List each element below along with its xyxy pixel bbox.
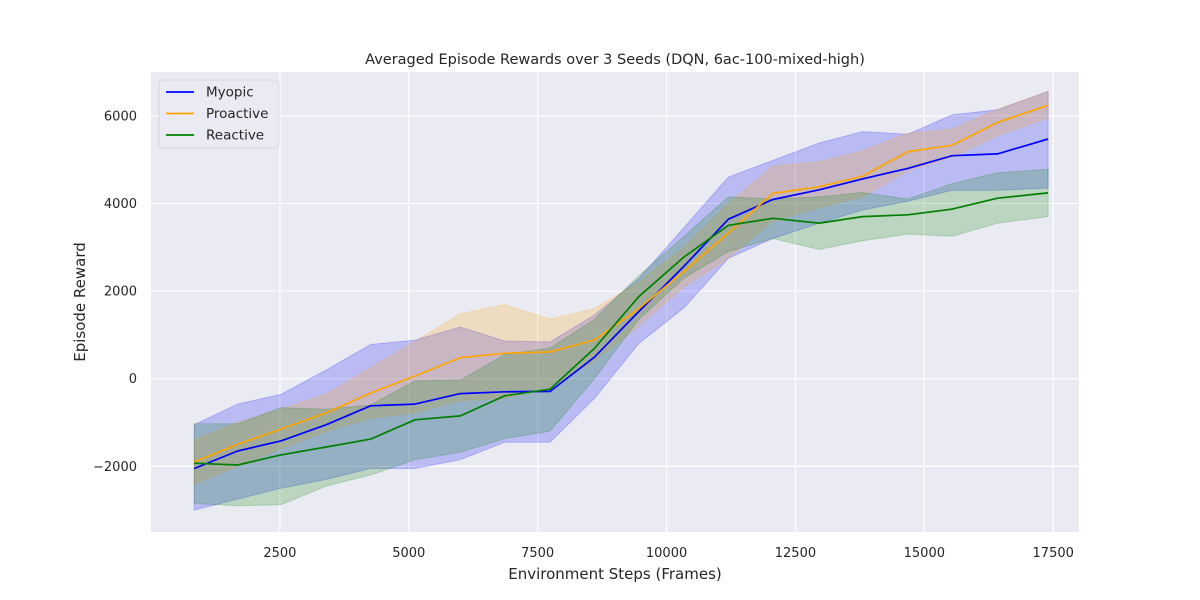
myopic-line: [193, 138, 1049, 470]
legend: Myopic Proactive Reactive: [158, 79, 280, 149]
myopic-band: [193, 90, 1049, 511]
x-tick-label: 5000: [392, 546, 425, 561]
legend-label-myopic: Myopic: [206, 85, 254, 101]
legend-box: [158, 79, 280, 149]
y-axis-label: Episode Reward: [71, 242, 89, 362]
legend-label-proactive: Proactive: [206, 106, 268, 122]
x-tick-label: 2500: [263, 546, 296, 561]
grid: [151, 72, 1079, 532]
chart-title: Averaged Episode Rewards over 3 Seeds (D…: [365, 52, 865, 68]
y-tick-label: 4000: [104, 197, 137, 212]
x-tick-labels: 2500 5000 7500 10000 12500 15000 17500: [263, 546, 1074, 561]
y-tick-label: −2000: [93, 460, 137, 475]
reactive-band: [193, 168, 1049, 507]
x-axis-label: Environment Steps (Frames): [508, 565, 722, 583]
y-tick-label: 2000: [104, 285, 137, 300]
y-tick-label: 0: [129, 372, 137, 387]
x-tick-label: 10000: [646, 546, 687, 561]
proactive-band: [193, 90, 1049, 485]
x-tick-label: 7500: [521, 546, 554, 561]
y-tick-label: 6000: [104, 109, 137, 124]
x-tick-label: 12500: [775, 546, 816, 561]
y-tick-labels: −2000 0 2000 4000 6000: [93, 109, 137, 474]
legend-label-reactive: Reactive: [206, 128, 264, 144]
series-lines: [193, 104, 1049, 470]
x-tick-label: 15000: [904, 546, 945, 561]
reactive-line: [194, 192, 1049, 466]
x-tick-label: 17500: [1033, 546, 1074, 561]
confidence-bands: [193, 90, 1049, 511]
proactive-line: [193, 104, 1049, 463]
